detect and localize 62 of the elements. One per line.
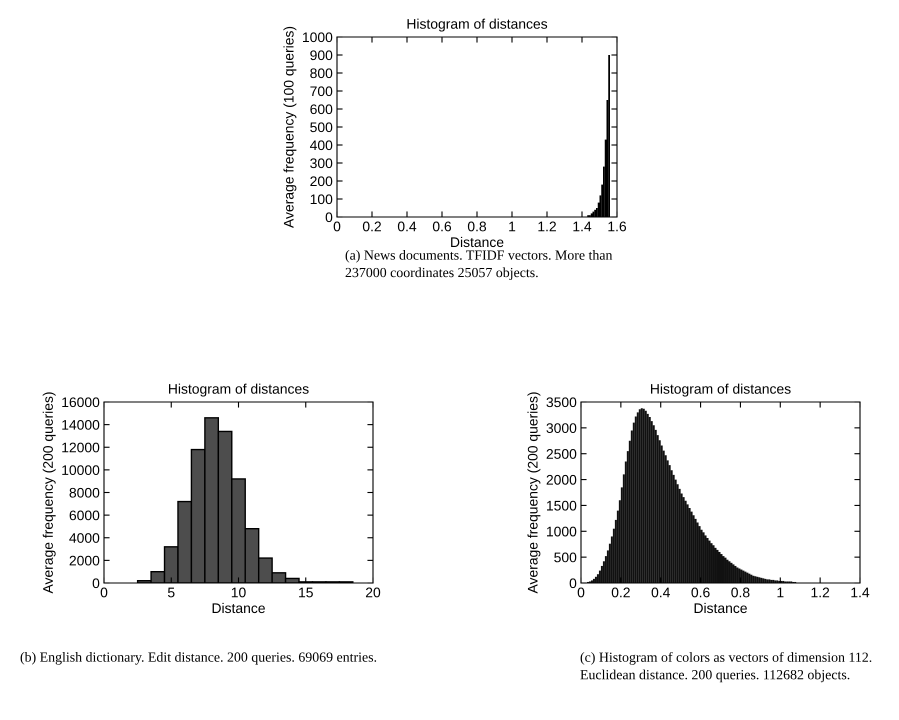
y-tick-label: 2500 [546, 449, 576, 459]
y-tick-label: 12000 [62, 442, 100, 452]
x-tick-label: 0.8 [731, 588, 750, 598]
y-tick-label: 900 [310, 50, 332, 60]
y-axis-title: Average frequency (200 queries) [42, 392, 56, 594]
x-tick-label: 1 [777, 588, 784, 598]
y-tick-label: 500 [310, 122, 332, 132]
y-tick-label: 1500 [547, 500, 576, 511]
x-tick-label: 0 [100, 588, 108, 598]
y-tick-label: 800 [310, 68, 332, 78]
chart-title: Histogram of distances [651, 384, 791, 397]
text: (a) News documents. TFIDF vectors. More than 237000 coordinates 25057 objects. [346, 250, 612, 280]
x-axis-title: Distance [451, 236, 504, 248]
y-tick-label: 16000 [62, 397, 100, 408]
y-tick-label: 3500 [546, 397, 576, 408]
y-tick-label: 100 [310, 194, 332, 204]
y-tick-label: 600 [310, 104, 332, 114]
x-tick-label: 0.4 [398, 222, 416, 232]
x-tick-label: 1.2 [812, 588, 830, 598]
y-tick-label: 500 [554, 552, 576, 562]
y-tick-label: 0 [92, 578, 100, 588]
y-tick-label: 4000 [69, 533, 100, 543]
x-tick-label: 1.4 [851, 588, 870, 598]
y-tick-label: 0 [570, 578, 576, 588]
chart-title: Histogram of distances [408, 18, 548, 32]
x-tick-label: 0.4 [652, 588, 670, 598]
text: (b) English dictionary. Edit distance. 200 queries. 69069 entries. [20, 652, 376, 665]
y-tick-label: 6000 [70, 510, 100, 520]
y-tick-label: 400 [310, 140, 332, 150]
x-tick-label: 1.2 [538, 222, 556, 232]
x-tick-label: 0.6 [432, 222, 452, 232]
y-tick-label: 0 [326, 212, 332, 222]
x-tick-label: 10 [232, 588, 246, 598]
x-tick-label: 1.6 [608, 222, 626, 232]
x-tick-label: 0.2 [362, 222, 381, 232]
y-tick-label: 3000 [546, 423, 576, 434]
x-tick-label: 0.8 [468, 222, 486, 232]
y-axis-title: Average frequency (100 queries) [283, 26, 296, 228]
x-tick-label: 1 [509, 222, 516, 232]
y-tick-label: 2000 [546, 474, 576, 485]
x-axis-title: Distance [212, 602, 265, 614]
x-tick-label: 5 [168, 588, 175, 598]
x-tick-label: 1.4 [573, 222, 592, 232]
x-axis-title: Distance [694, 602, 747, 614]
y-tick-label: 700 [310, 86, 332, 96]
x-tick-label: 15 [299, 588, 313, 598]
chart-title: Histogram of distances [169, 384, 309, 397]
y-tick-label: 1000 [303, 32, 332, 42]
x-tick-label: 0.6 [691, 588, 710, 598]
y-tick-label: 2000 [70, 556, 100, 566]
y-tick-label: 200 [310, 176, 332, 186]
x-tick-label: 0 [578, 588, 584, 598]
y-tick-label: 14000 [62, 420, 100, 430]
y-tick-label: 10000 [62, 465, 100, 476]
y-axis-title: Average frequency (200 queries) [527, 392, 540, 594]
y-tick-label: 1000 [547, 526, 576, 536]
x-tick-label: 20 [366, 588, 380, 598]
x-tick-label: 0.2 [612, 588, 630, 598]
y-tick-label: 8000 [70, 488, 100, 498]
text: (c) Histogram of colors as vectors of dimension 112. Euclidean distance. 200 queries. 112682 objects. [580, 652, 872, 682]
x-tick-label: 0 [334, 222, 340, 232]
y-tick-label: 300 [310, 158, 332, 168]
